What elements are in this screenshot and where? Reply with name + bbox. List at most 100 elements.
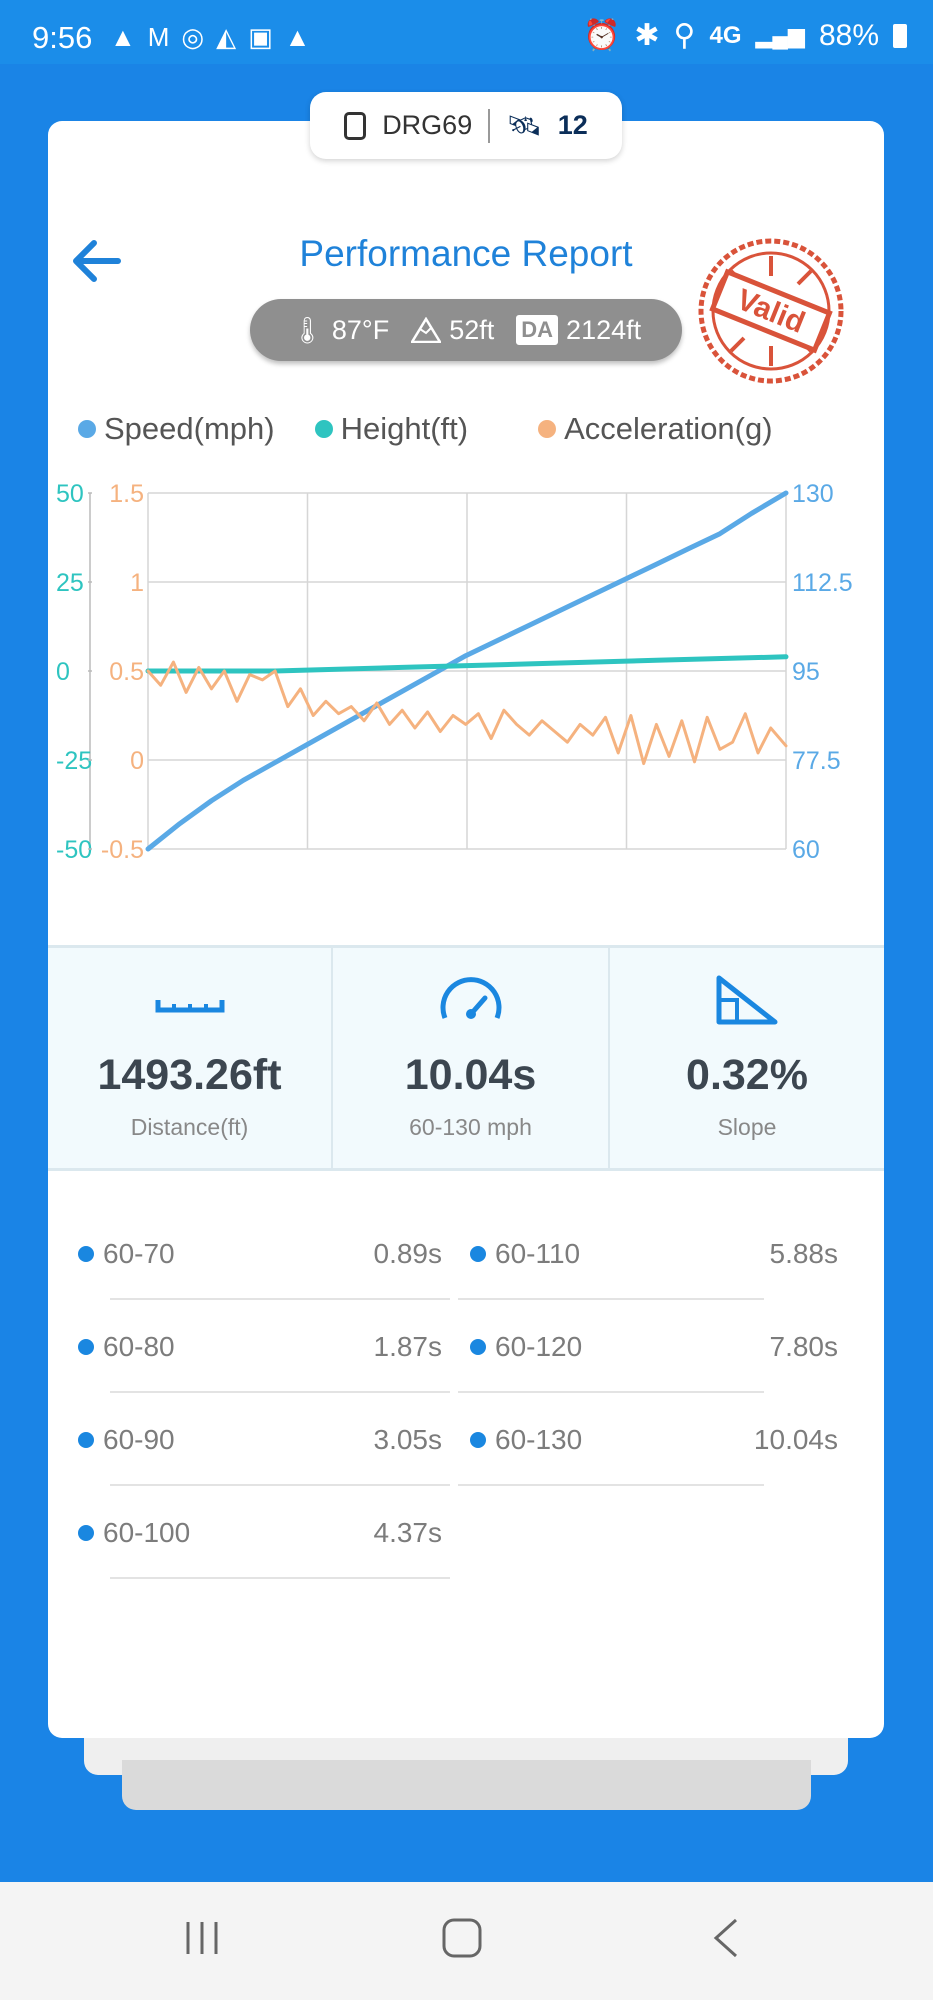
legend-label: Acceleration(g) <box>564 411 773 446</box>
temperature-item: 🌡 87°F <box>291 315 389 346</box>
back-arrow-icon[interactable] <box>66 231 126 291</box>
stat-distance: 1493.26ft Distance(ft) <box>48 948 333 1168</box>
app-notification-icon: ▲ <box>284 22 311 52</box>
gmail-icon: M <box>147 22 170 52</box>
da-label: DA <box>516 315 559 345</box>
speed-tick-label: 60 <box>792 836 820 861</box>
acceleration-tick-label: -0.5 <box>101 836 144 861</box>
summary-stats: 1493.26ft Distance(ft) 10.04s 60-130 mph… <box>48 945 884 1171</box>
legend-dot <box>538 420 557 438</box>
bullet-icon <box>470 1431 486 1448</box>
status-bar: 9:56 ▲ M ◎ ◭ ▣ ▲ ⏰ ✱ ⚲ 4G ▂▄▆ 88% <box>0 0 933 64</box>
performance-chart: 50 25 0 -25 -50 1.5 1 0.5 0 -0.5 130 112.5 95 77.5 60 <box>56 480 853 861</box>
time-value: 10.04s <box>404 1051 537 1099</box>
altitude-item: 52ft <box>411 315 494 346</box>
split-range: 60-110 <box>495 1237 581 1269</box>
home-icon[interactable] <box>440 1916 484 1960</box>
speed-tick-label: 95 <box>792 658 820 686</box>
bullet-icon <box>78 1524 94 1541</box>
ruler-icon <box>155 1000 224 1013</box>
split-row: 60-90 3.05s <box>78 1393 452 1486</box>
conditions-pill: 🌡 87°F 52ft DA 2124ft <box>250 299 682 361</box>
acceleration-tick-label: 1 <box>130 569 144 597</box>
split-time: 7.80s <box>769 1330 839 1362</box>
acceleration-tick-label: 0 <box>130 747 144 775</box>
page-title: Performance Report <box>299 233 633 274</box>
split-row: 60-130 10.04s <box>458 1393 848 1486</box>
series-line-heightft <box>145 654 789 674</box>
time-label: 60-130 mph <box>409 1114 532 1140</box>
speed-tick-label: 130 <box>792 480 834 508</box>
legend-label: Speed(mph) <box>104 411 275 446</box>
photos-icon: ◭ <box>216 22 237 52</box>
mountain-icon <box>411 317 442 343</box>
divider <box>110 1391 450 1393</box>
split-row: 60-100 4.37s <box>78 1486 452 1579</box>
acceleration-tick-label: 0.5 <box>109 658 144 686</box>
stat-time: 10.04s 60-130 mph <box>333 948 610 1168</box>
thermometer-icon: 🌡 <box>290 314 324 345</box>
distance-value: 1493.26ft <box>97 1051 282 1099</box>
device-selector[interactable]: DRG69 🛰 12 <box>310 92 622 159</box>
gallery-icon: ▣ <box>248 22 273 52</box>
back-nav-icon[interactable] <box>708 1916 744 1960</box>
split-range: 60-120 <box>495 1330 583 1362</box>
temperature-value: 87°F <box>331 314 390 345</box>
divider <box>110 1484 450 1486</box>
series-line-speedmph <box>145 490 789 852</box>
distance-label: Distance(ft) <box>130 1114 249 1140</box>
split-time: 1.87s <box>373 1330 443 1362</box>
status-time: 9:56 <box>32 20 93 55</box>
split-row: 60-80 1.87s <box>78 1300 452 1393</box>
divider <box>110 1577 450 1579</box>
split-time: 5.88s <box>769 1237 839 1269</box>
valid-stamp: Valid <box>698 238 844 384</box>
height-tick-label: -50 <box>56 836 92 861</box>
speedometer-icon <box>440 977 501 1019</box>
battery-percent: 88% <box>818 18 879 52</box>
bullet-icon <box>470 1338 486 1355</box>
system-icons: ⏰ ✱ ⚲ 4G ▂▄▆ 88% <box>583 18 907 53</box>
network-label: 4G <box>709 21 742 49</box>
height-tick-label: 50 <box>56 480 84 508</box>
divider <box>458 1484 764 1486</box>
acceleration-tick-label: 1.5 <box>109 480 144 508</box>
legend-item-acceleration[interactable]: Acceleration(g) <box>538 411 773 447</box>
device-name: DRG69 <box>382 110 473 140</box>
series-line-accelerationg <box>146 660 788 766</box>
bullet-icon <box>78 1431 94 1448</box>
slope-label: Slope <box>717 1114 777 1140</box>
altitude-value: 52ft <box>449 314 495 345</box>
split-time: 0.89s <box>373 1237 443 1269</box>
legend-item-speed[interactable]: Speed(mph) <box>78 411 275 447</box>
recent-apps-icon[interactable] <box>182 1916 222 1960</box>
legend-dot <box>78 420 96 438</box>
split-range: 60-80 <box>103 1330 175 1362</box>
split-time: 3.05s <box>373 1423 443 1455</box>
slope-value: 0.32% <box>686 1051 808 1099</box>
divider <box>458 1391 764 1393</box>
density-altitude-value: 2124ft <box>566 314 642 345</box>
signal-icon: ▂▄▆ <box>755 22 805 48</box>
legend-item-height[interactable]: Height(ft) <box>314 411 468 447</box>
report-card: Performance Report 🌡 87°F 52ft DA 2124ft <box>48 121 884 1738</box>
battery-icon <box>893 23 907 48</box>
split-range: 60-90 <box>103 1423 175 1455</box>
app-notification-icon: ◎ <box>181 22 205 52</box>
split-time: 10.04s <box>753 1423 838 1455</box>
stat-slope: 0.32% Slope <box>610 948 884 1168</box>
bullet-icon <box>470 1245 486 1262</box>
bullet-icon <box>78 1338 94 1355</box>
split-range: 60-100 <box>103 1516 191 1548</box>
split-time: 4.37s <box>373 1516 443 1548</box>
alarm-icon: ⏰ <box>583 19 621 52</box>
speed-tick-label: 112.5 <box>792 569 853 597</box>
speed-tick-label: 77.5 <box>792 747 841 775</box>
split-row: 60-70 0.89s <box>78 1207 452 1300</box>
app-notification-icon: ▲ <box>110 22 136 52</box>
split-row: 60-120 7.80s <box>458 1300 848 1393</box>
device-icon <box>344 111 367 140</box>
bullet-icon <box>78 1245 94 1262</box>
location-icon: ⚲ <box>673 19 696 52</box>
legend-dot <box>314 420 333 438</box>
